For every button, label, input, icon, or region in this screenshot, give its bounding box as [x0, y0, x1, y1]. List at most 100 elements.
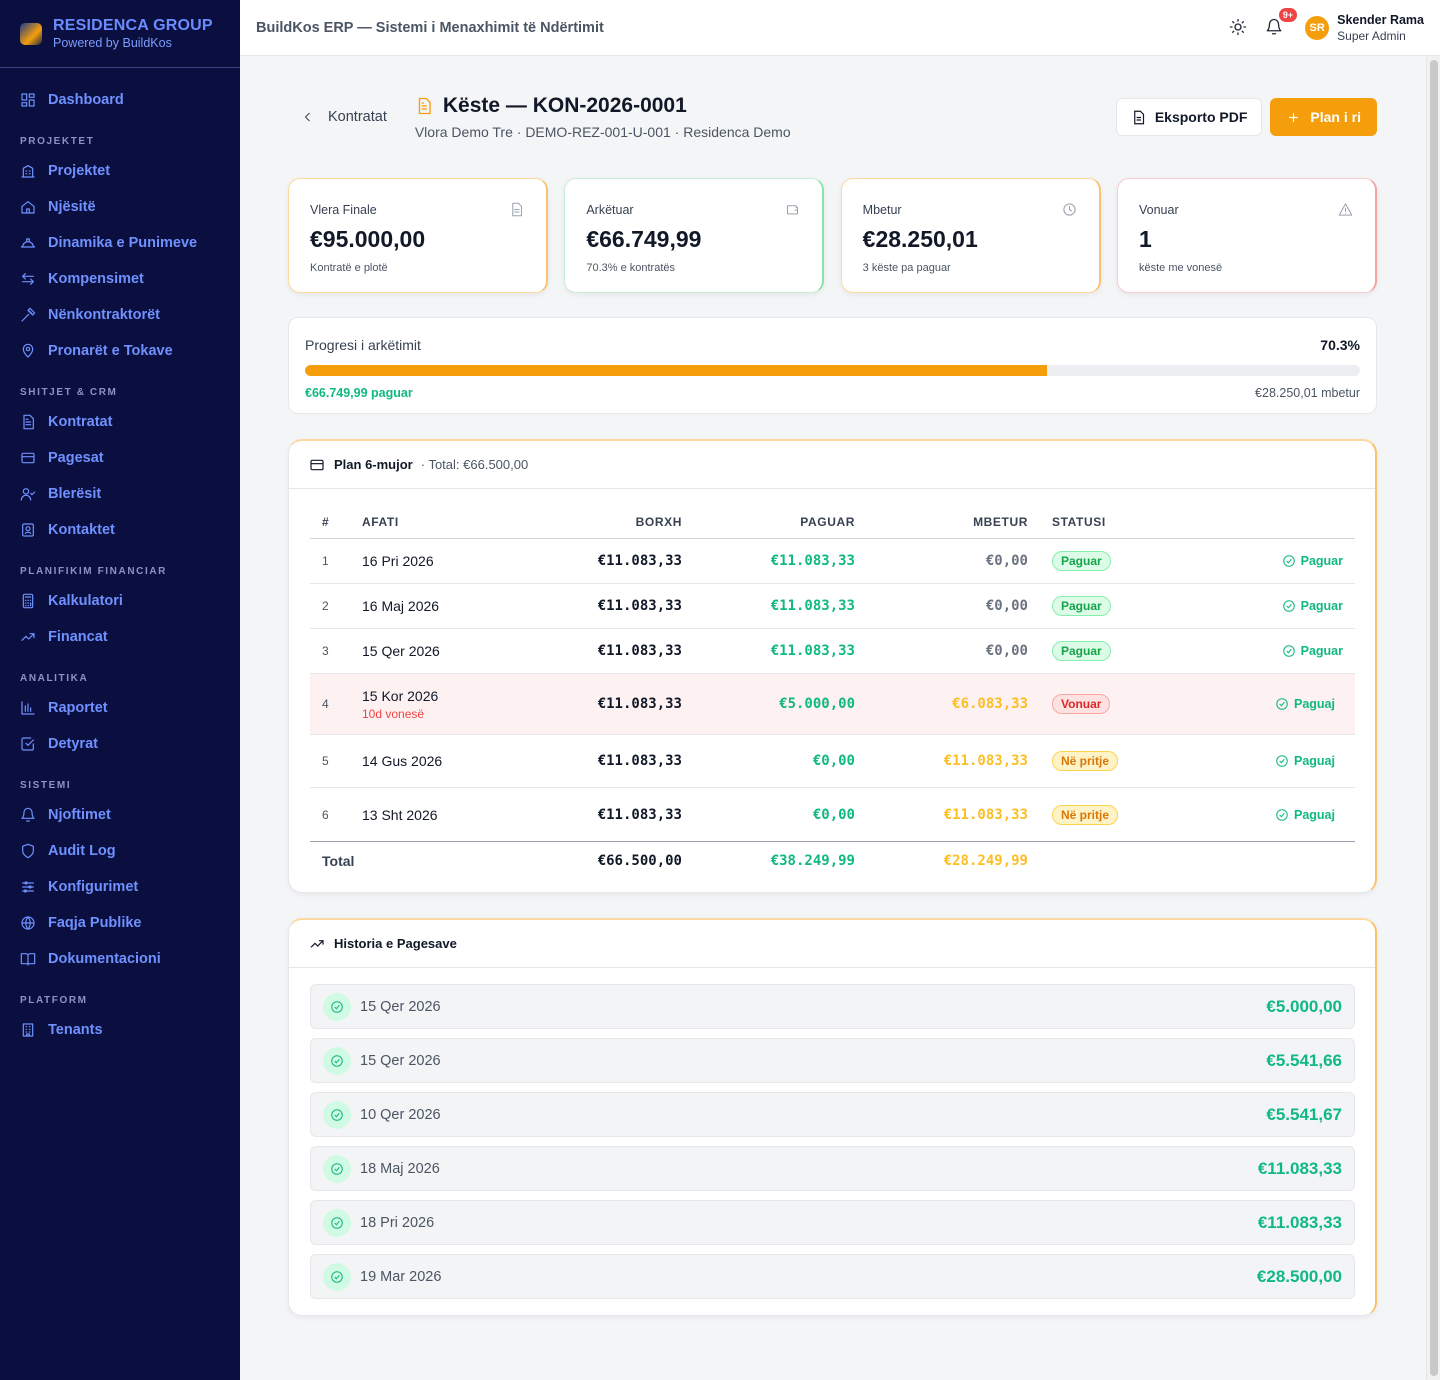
sidebar-item-kalkulatori[interactable]: Kalkulatori: [0, 583, 240, 619]
row-debt: €11.083,33: [597, 696, 682, 712]
user-check-icon: [20, 488, 36, 501]
check-circle-icon: [1282, 600, 1295, 612]
progress-bar: [305, 365, 1360, 376]
sidebar-item-projektet[interactable]: Projektet: [0, 153, 240, 189]
row-debt: €11.083,33: [597, 806, 682, 823]
check-circle-icon: [1276, 755, 1288, 767]
sidebar-item-label: Dashboard: [48, 92, 124, 108]
pay-button[interactable]: Paguaj: [1275, 697, 1335, 711]
map-pin-icon: [22, 343, 34, 358]
stat-note: 70.3% e kontratës: [586, 262, 675, 274]
row-due-date: 15 Kor 2026: [362, 687, 439, 704]
row-remaining: €11.083,33: [943, 753, 1028, 769]
calculator-icon: [22, 593, 34, 609]
sidebar-item-kontratat[interactable]: Kontratat: [0, 404, 240, 440]
sidebar-item-njesite[interactable]: Njësitë: [0, 189, 240, 225]
avatar[interactable]: SR: [1305, 15, 1330, 40]
row-number: 5: [322, 754, 329, 768]
sidebar-item-label: Projektet: [48, 163, 111, 179]
sidebar-item-audit-log[interactable]: Audit Log: [0, 833, 240, 869]
paid-button[interactable]: Paguar: [1282, 599, 1343, 613]
sidebar-section-title: SHITJET & CRM: [20, 387, 118, 398]
sidebar-item-nenkontraktoret[interactable]: Nënkontraktorët: [0, 297, 240, 333]
row-remaining: €0,00: [985, 643, 1028, 659]
status-badge: Paguar: [1052, 596, 1111, 616]
row-paid: €5.000,00: [779, 696, 855, 712]
sidebar-item-kompensimet[interactable]: Kompensimet: [0, 261, 240, 297]
plan-title: Plan 6-mujor: [334, 457, 413, 472]
sidebar-item-label: Njoftimet: [48, 807, 111, 823]
action-label: Paguaj: [1294, 697, 1335, 711]
book-open-icon: [20, 953, 36, 966]
table-row: 4 15 Kor 2026 10d vonesë €11.083,33 €5.0…: [310, 674, 1355, 735]
table-row: 2 16 Maj 2026 €11.083,33 €11.083,33 €0,0…: [310, 584, 1355, 629]
row-remaining: €6.083,33: [952, 696, 1028, 712]
sidebar-item-tenants[interactable]: Tenants: [0, 1012, 240, 1048]
pay-button[interactable]: Paguaj: [1275, 808, 1335, 822]
column-header: AFATI: [362, 514, 399, 529]
scrollbar-thumb[interactable]: [1430, 60, 1438, 1376]
sidebar-item-faqja-publike[interactable]: Faqja Publike: [0, 905, 240, 941]
check-circle-icon: [331, 1216, 343, 1229]
new-plan-button[interactable]: Plan i ri: [1270, 98, 1377, 136]
sidebar-nav: Dashboard PROJEKTET Projektet Njësitë Di…: [0, 68, 240, 1048]
bell-icon: [1266, 18, 1282, 34]
user-menu[interactable]: Skender Rama Super Admin: [1337, 13, 1424, 43]
sidebar-item-konfigurimet[interactable]: Konfigurimet: [0, 869, 240, 905]
page-subtitle: Vlora Demo Tre · DEMO-REZ-001-U-001 · Re…: [414, 124, 791, 140]
column-header: PAGUAR: [800, 514, 855, 529]
row-remaining: €0,00: [985, 598, 1028, 614]
stat-note: Kontratë e plotë: [310, 262, 388, 274]
row-remaining: €11.083,33: [943, 806, 1028, 823]
list-item: 15 Qer 2026 €5.000,00: [310, 984, 1355, 1029]
trending-up-icon: [310, 939, 324, 948]
sidebar-item-pagesat[interactable]: Pagesat: [0, 440, 240, 476]
sidebar-item-dokumentacioni[interactable]: Dokumentacioni: [0, 941, 240, 977]
pay-button[interactable]: Paguaj: [1275, 754, 1335, 768]
list-item: 18 Pri 2026 €11.083,33: [310, 1200, 1355, 1245]
total-debt: €66.500,00: [597, 852, 682, 869]
export-pdf-button[interactable]: Eksporto PDF: [1115, 98, 1263, 136]
sidebar-item-raportet[interactable]: Raportet: [0, 690, 240, 726]
action-label: Paguar: [1300, 554, 1343, 568]
sidebar-section-title: ANALITIKA: [20, 673, 89, 684]
sidebar: RESIDENCA GROUP Powered by BuildKos Dash…: [0, 0, 240, 1380]
total-remaining: €28.249,99: [943, 852, 1028, 869]
notifications-button[interactable]: 9+: [1265, 7, 1298, 38]
paid-button[interactable]: Paguar: [1282, 644, 1343, 658]
table-row: 1 16 Pri 2026 €11.083,33 €11.083,33 €0,0…: [310, 539, 1355, 584]
sidebar-item-njoftimet[interactable]: Njoftimet: [0, 797, 240, 833]
total-label: Total: [322, 852, 355, 869]
payment-amount: €28.500,00: [1256, 1266, 1342, 1286]
scrollbar[interactable]: [1426, 56, 1440, 1380]
row-paid: €11.083,33: [770, 553, 855, 569]
back-link[interactable]: Kontratat: [302, 109, 387, 125]
sidebar-item-pronaret[interactable]: Pronarët e Tokave: [0, 333, 240, 369]
progress-label: Progresi i arkëtimit: [305, 337, 421, 353]
installment-plan-card: Plan 6-mujor · Total: €66.500,00 # AFATI…: [288, 439, 1377, 893]
paid-button[interactable]: Paguar: [1282, 554, 1343, 568]
stat-label: Vonuar: [1138, 203, 1179, 217]
sidebar-item-bleresit[interactable]: Blerësit: [0, 476, 240, 512]
sidebar-item-financat[interactable]: Financat: [0, 619, 240, 655]
sidebar-item-dashboard[interactable]: Dashboard: [0, 82, 240, 118]
table-row: 5 14 Gus 2026 €11.083,33 €0,00 €11.083,3…: [310, 735, 1355, 788]
app-title: BuildKos ERP — Sistemi i Menaxhimit të N…: [256, 19, 604, 36]
sidebar-item-label: Faqja Publike: [48, 915, 142, 931]
payment-date: 15 Qer 2026: [360, 998, 441, 1015]
row-paid: €11.083,33: [770, 643, 855, 659]
brand[interactable]: RESIDENCA GROUP Powered by BuildKos: [0, 0, 240, 68]
globe-icon: [21, 916, 35, 930]
sidebar-item-kontaktet[interactable]: Kontaktet: [0, 512, 240, 548]
theme-toggle-button[interactable]: [1229, 18, 1249, 38]
sidebar-item-detyrat[interactable]: Detyrat: [0, 726, 240, 762]
sidebar-item-dinamika[interactable]: Dinamika e Punimeve: [0, 225, 240, 261]
home-icon: [21, 201, 35, 214]
page-title-block: Këste — KON-2026-0001 Vlora Demo Tre · D…: [415, 94, 791, 140]
row-remaining: €0,00: [985, 553, 1028, 569]
export-pdf-label: Eksporto PDF: [1154, 109, 1248, 125]
table-header: # AFATI BORXH PAGUAR MBETUR STATUSI: [310, 505, 1355, 539]
sidebar-item-label: Konfigurimet: [48, 879, 139, 895]
sidebar-item-label: Pronarët e Tokave: [48, 343, 173, 359]
action-label: Paguaj: [1294, 754, 1335, 768]
